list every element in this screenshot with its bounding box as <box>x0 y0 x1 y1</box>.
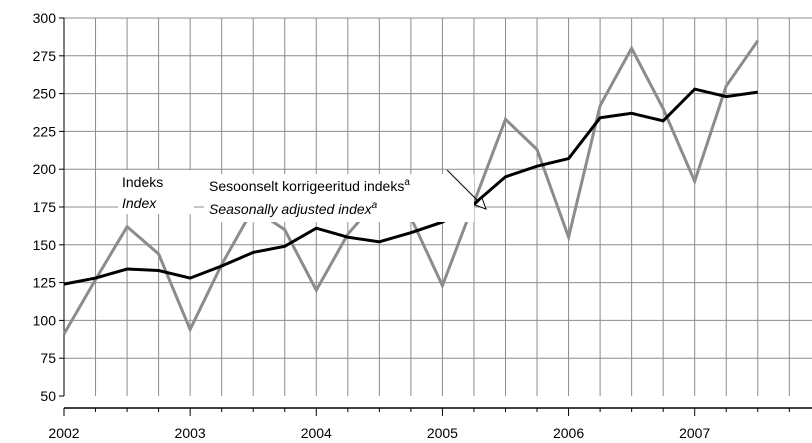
sa-annotation-et-sup: a <box>404 177 410 188</box>
y-tick-label: 50 <box>40 388 56 404</box>
x-axis-ticks: 2002 2003 2004 2005 2006 2007 <box>48 408 790 441</box>
x-tick-label: 2002 <box>48 425 79 441</box>
y-tick-label: 200 <box>33 161 57 177</box>
sa-annotation-bg <box>204 174 474 222</box>
y-tick-label: 150 <box>33 237 57 253</box>
x-tick-label: 2006 <box>553 425 584 441</box>
sa-annotation-arrowhead <box>474 197 487 210</box>
x-tick-label: 2003 <box>175 425 206 441</box>
sa-annotation-et: Sesoonselt korrigeeritud indeksa <box>209 177 410 194</box>
sa-annotation-en: Seasonally adjusted indexa <box>209 200 378 217</box>
y-tick-label: 275 <box>33 48 57 64</box>
index-annotation-et: Indeks <box>122 174 163 190</box>
y-tick-label: 125 <box>33 275 57 291</box>
sa-annotation-en-text: Seasonally adjusted index <box>209 201 373 217</box>
y-axis-ticks: 50 75 100 125 150 175 200 225 250 275 300 <box>33 10 64 404</box>
y-tick-label: 75 <box>40 350 56 366</box>
series-seasonally-adjusted-line <box>63 87 759 286</box>
y-tick-label: 250 <box>33 86 57 102</box>
sa-annotation-en-sup: a <box>372 200 378 211</box>
y-tick-label: 225 <box>33 123 57 139</box>
index-annotation-en: Index <box>122 195 157 211</box>
sa-annotation-et-text: Sesoonselt korrigeeritud indeks <box>209 178 404 194</box>
y-tick-label: 175 <box>33 199 57 215</box>
y-tick-label: 300 <box>33 10 57 26</box>
x-tick-label: 2005 <box>427 425 458 441</box>
x-tick-label: 2004 <box>301 425 332 441</box>
x-tick-label: 2007 <box>679 425 710 441</box>
index-annotation-bg <box>118 170 194 214</box>
y-tick-label: 100 <box>33 312 57 328</box>
